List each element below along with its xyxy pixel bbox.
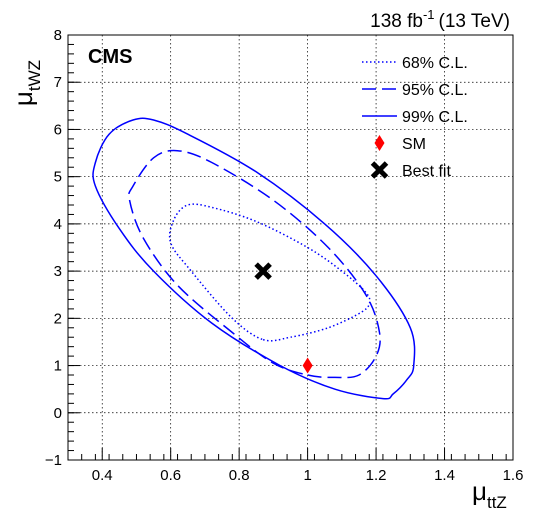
contour-99-c-l [92, 117, 416, 400]
legend-swatch-best-fit-stroke-b [370, 161, 389, 179]
x-tick-label: 0.8 [229, 467, 250, 484]
tick-labels: 0.4 0.6 0.8 1 1.2 1.4 1.6 −1 0 1 2 3 4 5 6 7 8 [45, 27, 524, 484]
x-axis-title: μttZ [472, 476, 507, 511]
x-tick-label: 1.2 [366, 467, 387, 484]
x-axis-subscript: ttZ [487, 493, 507, 511]
y-axis-symbol: μ [8, 91, 38, 106]
x-tick-label: 0.6 [160, 467, 181, 484]
y-axis-title: μtWZ [8, 60, 44, 106]
experiment-label: CMS [88, 46, 132, 68]
lumi-header: 138 fb-1 (13 TeV) [370, 7, 510, 32]
contours [92, 117, 416, 400]
legend-swatch-best-fit [370, 161, 389, 179]
legend-label-95-c-l: 95% C.L. [402, 82, 468, 99]
plot-frame [67, 34, 514, 461]
y-axis-subscript: tWZ [25, 60, 44, 91]
y-tick-label: 5 [54, 169, 62, 186]
y-tick-label: 3 [54, 263, 62, 280]
legend-label-best-fit: Best fit [402, 163, 451, 180]
svg-text:138 fb-1(13 TeV): 138 fb-1 (13 TeV) [370, 7, 510, 32]
energy-label: (13 TeV) [439, 11, 510, 32]
x-tick-label: 1.4 [434, 467, 455, 484]
svg-text:μttZ: μttZ [472, 476, 507, 511]
sm-marker [302, 357, 313, 374]
x-tick-label: 0.4 [92, 467, 113, 484]
legend-label-sm: SM [402, 136, 426, 153]
y-tick-label: 6 [54, 121, 62, 138]
y-tick-label: 8 [54, 27, 62, 44]
best-fit-marker-stroke-b [254, 262, 272, 280]
y-tick-label: 2 [54, 310, 62, 327]
legend-swatch-sm [374, 135, 385, 151]
legend: 68% C.L. 95% C.L. 99% C.L. SM Best fit [362, 55, 468, 180]
x-axis-symbol: μ [472, 476, 487, 506]
y-tick-label: −1 [45, 452, 62, 469]
lumi-label: 138 fb [370, 11, 423, 32]
y-tick-label: 0 [54, 405, 62, 422]
y-tick-label: 4 [54, 216, 62, 233]
legend-label-99-c-l: 99% C.L. [402, 109, 468, 126]
x-tick-label: 1.6 [503, 467, 524, 484]
ticks [67, 34, 514, 461]
contour-68-c-l [168, 203, 371, 342]
y-tick-label: 1 [54, 358, 62, 375]
markers [254, 262, 313, 374]
contour-95-c-l [128, 149, 381, 379]
best-fit-marker [254, 262, 272, 280]
x-tick-label: 1 [303, 467, 311, 484]
legend-label-68-c-l: 68% C.L. [402, 55, 468, 72]
svg-text:μtWZ: μtWZ [8, 60, 44, 106]
lumi-exponent: -1 [423, 7, 435, 22]
y-tick-label: 7 [54, 74, 62, 91]
